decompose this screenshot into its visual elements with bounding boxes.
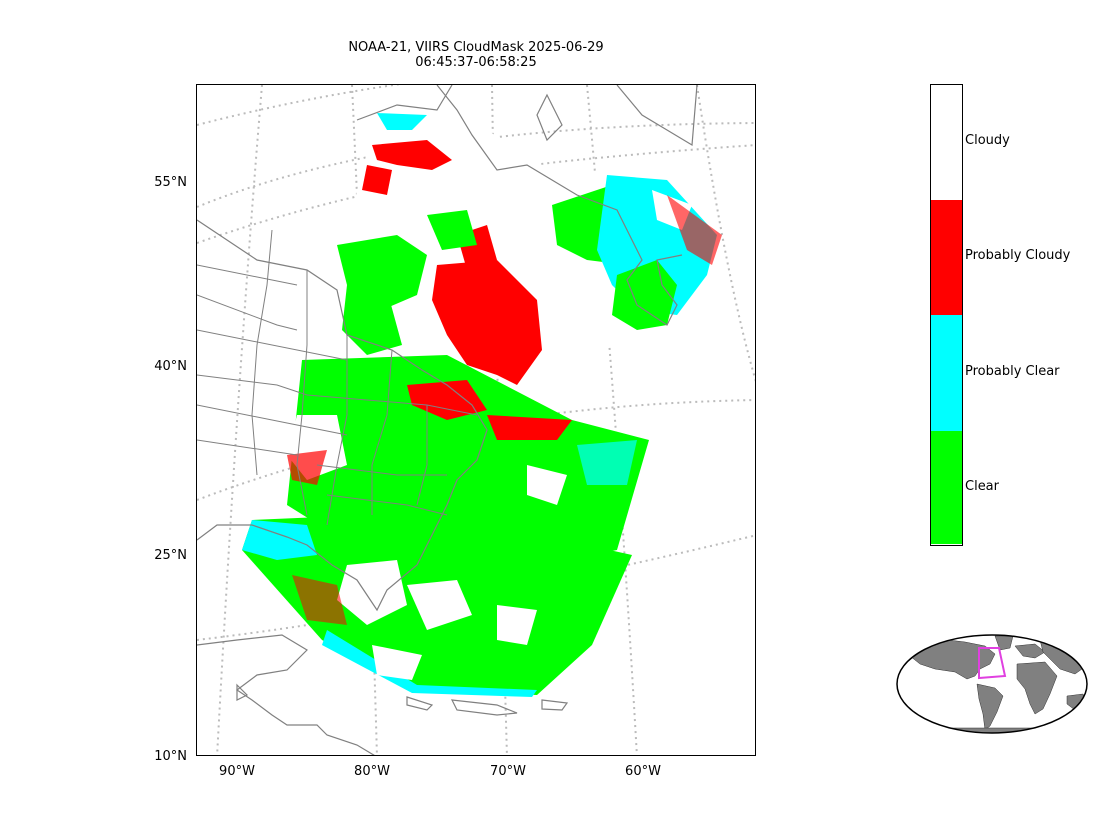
- title-line-1: NOAA-21, VIIRS CloudMask 2025-06-29: [348, 40, 604, 55]
- lat-tick-10n: 10°N: [154, 749, 187, 764]
- colorbar-probably-cloudy-swatch: [931, 200, 962, 315]
- chart-title: NOAA-21, VIIRS CloudMask 2025-06-29 06:4…: [196, 40, 756, 70]
- overview-globe-inset: [896, 634, 1088, 734]
- coastlines: [197, 85, 698, 755]
- colorbar-label-probably-cloudy: Probably Cloudy: [965, 248, 1071, 263]
- colorbar-label-cloudy: Cloudy: [965, 133, 1010, 148]
- lat-tick-40n: 40°N: [154, 359, 187, 374]
- lat-tick-25n: 25°N: [154, 548, 187, 563]
- lon-tick-60w: 60°W: [625, 764, 661, 779]
- colorbar-probably-clear-swatch: [931, 315, 962, 431]
- map-panel[interactable]: [196, 84, 756, 756]
- map-svg: [197, 85, 755, 755]
- lon-tick-90w: 90°W: [219, 764, 255, 779]
- colorbar-cloudy-swatch: [931, 85, 962, 200]
- lon-tick-80w: 80°W: [354, 764, 390, 779]
- cloud-mask-swath: [242, 113, 722, 697]
- globe-region-box: [978, 647, 1007, 680]
- colorbar: [930, 84, 963, 546]
- colorbar-label-clear: Clear: [965, 479, 999, 494]
- title-line-2: 06:45:37-06:58:25: [415, 55, 537, 70]
- lon-tick-70w: 70°W: [490, 764, 526, 779]
- colorbar-clear-swatch: [931, 431, 962, 544]
- lat-tick-55n: 55°N: [154, 175, 187, 190]
- colorbar-label-probably-clear: Probably Clear: [965, 364, 1060, 379]
- state-borders: [197, 229, 478, 526]
